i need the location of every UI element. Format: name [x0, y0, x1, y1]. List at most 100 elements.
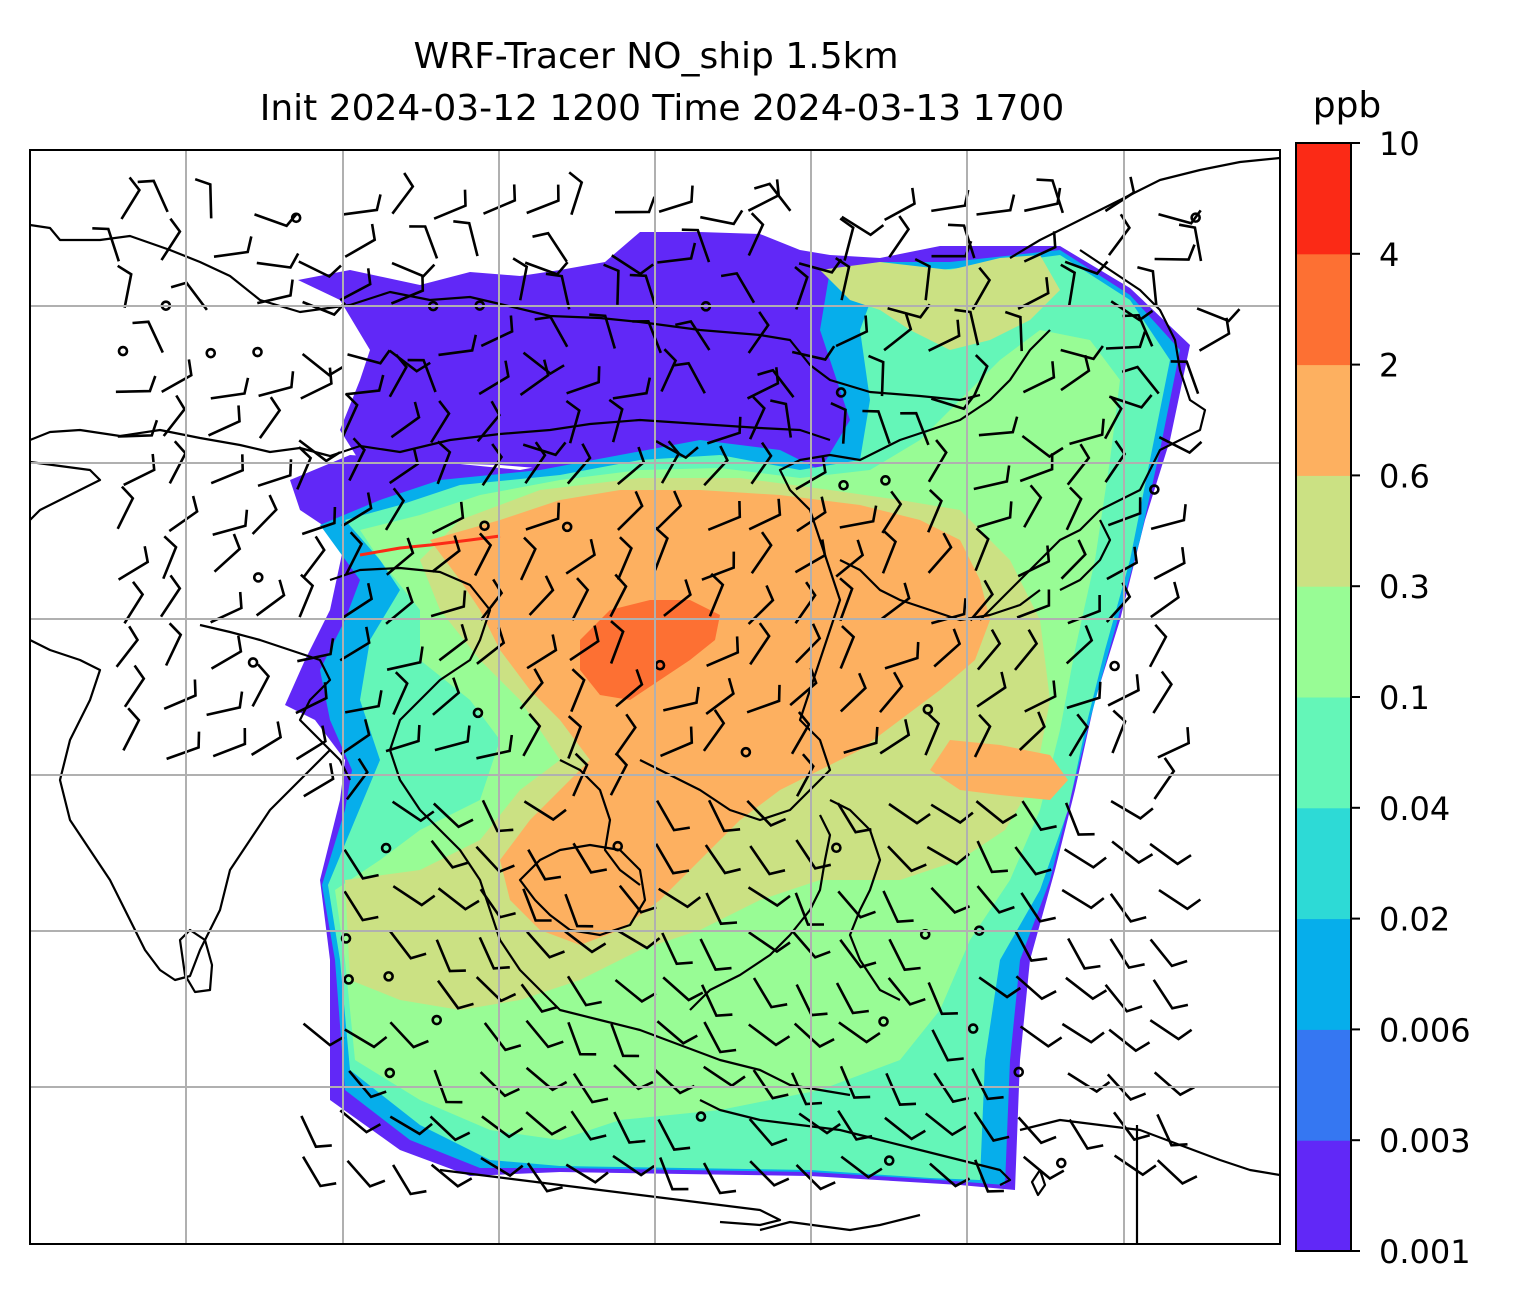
wind-barb — [473, 532, 493, 577]
wind-barb — [430, 839, 469, 869]
wind-barb — [525, 502, 561, 531]
wind-barb — [1137, 265, 1158, 306]
calm-marker — [883, 1155, 895, 1166]
calm-marker — [740, 746, 752, 758]
wind-barb — [302, 535, 326, 578]
calm-marker — [1109, 660, 1120, 672]
wind-barb — [300, 367, 333, 400]
calm-marker — [290, 212, 302, 224]
wind-barb — [703, 445, 729, 487]
wind-barb — [924, 711, 941, 756]
wind-barb — [1066, 681, 1102, 710]
wind-barb — [297, 638, 335, 663]
wind-barb — [480, 1156, 524, 1178]
wind-barb — [385, 586, 414, 625]
wind-barb — [159, 574, 182, 618]
wind-barb — [483, 1022, 522, 1052]
wind-barb — [795, 839, 832, 870]
calm-marker — [380, 842, 392, 854]
wind-barb — [618, 884, 657, 914]
wind-barb — [571, 577, 590, 621]
wind-barb — [978, 976, 1022, 999]
wind-barb — [526, 184, 560, 215]
calm-marker — [922, 704, 934, 715]
wind-barb — [1106, 1073, 1147, 1102]
wind-barb — [475, 976, 517, 1003]
map-panel — [30, 150, 1280, 1244]
wind-barb — [431, 501, 465, 535]
wind-barb — [123, 453, 156, 487]
wind-barb — [1022, 1155, 1065, 1181]
wind-barb — [1064, 802, 1095, 836]
wind-barb — [608, 398, 624, 443]
wind-barb — [1064, 260, 1109, 276]
wind-barb — [888, 215, 911, 258]
wind-barb — [954, 308, 980, 346]
wind-barb — [1068, 713, 1089, 757]
wind-barb — [164, 622, 183, 667]
wind-barb — [658, 185, 694, 214]
wind-barb — [931, 1029, 964, 1062]
wind-barb — [250, 721, 283, 757]
wind-barb — [258, 396, 282, 439]
wind-barb — [1153, 757, 1176, 800]
wind-barb — [1149, 842, 1192, 866]
wind-barb — [708, 572, 725, 617]
wind-barb — [567, 1021, 597, 1056]
wind-barb — [343, 849, 379, 880]
colorbar-segment — [1296, 143, 1351, 255]
wind-barb — [930, 886, 971, 914]
wind-barb — [339, 1109, 382, 1134]
wind-barb — [834, 257, 851, 301]
wind-barb — [115, 625, 140, 668]
colorbar-segments — [1296, 143, 1351, 1252]
wind-barb — [123, 664, 146, 708]
wind-barb — [564, 930, 607, 954]
wind-barb — [746, 799, 787, 827]
wind-barb — [747, 584, 775, 625]
wind-barb — [839, 577, 854, 622]
wind-barb — [603, 263, 620, 305]
wind-barb — [885, 1072, 917, 1106]
wind-barb — [795, 456, 827, 491]
wind-barb — [1108, 394, 1153, 409]
wind-barb — [974, 527, 990, 572]
wind-barb — [1024, 187, 1062, 213]
wind-barb — [166, 731, 201, 761]
wind-barb — [255, 579, 286, 617]
wind-barb — [570, 1110, 607, 1141]
wind-barb — [750, 441, 773, 485]
colorbar-segment — [1296, 253, 1351, 366]
wind-barb — [752, 977, 788, 1009]
colorbar-segment — [1296, 586, 1351, 698]
wind-barb — [302, 1022, 345, 1047]
wind-barb — [1108, 1028, 1151, 1053]
calm-marker — [247, 657, 259, 668]
wind-barb — [481, 443, 504, 487]
wind-barb — [1017, 1116, 1057, 1145]
wind-barb — [977, 501, 1013, 529]
calm-marker — [384, 1067, 396, 1079]
wind-barb — [839, 625, 856, 669]
wind-barb — [432, 677, 461, 716]
wind-barbs — [92, 171, 1241, 1196]
wind-barb — [438, 334, 478, 357]
colorbar-tick-label: 0.02 — [1379, 901, 1450, 939]
wind-barb — [883, 313, 913, 352]
wind-barb — [523, 800, 567, 822]
wind-barb — [794, 892, 825, 926]
wind-barb — [213, 236, 253, 258]
wind-barb — [1063, 848, 1107, 869]
wind-barb — [390, 274, 425, 305]
wind-barb — [295, 725, 327, 761]
wind-barb — [1150, 581, 1180, 619]
wind-barb — [1122, 313, 1154, 347]
wind-barb — [453, 220, 479, 257]
wind-barb — [757, 368, 795, 398]
wind-barb — [1065, 486, 1083, 531]
wind-barb — [654, 843, 690, 875]
calm-marker — [561, 521, 573, 533]
wind-barb — [1149, 938, 1188, 968]
wind-barb — [392, 671, 409, 716]
